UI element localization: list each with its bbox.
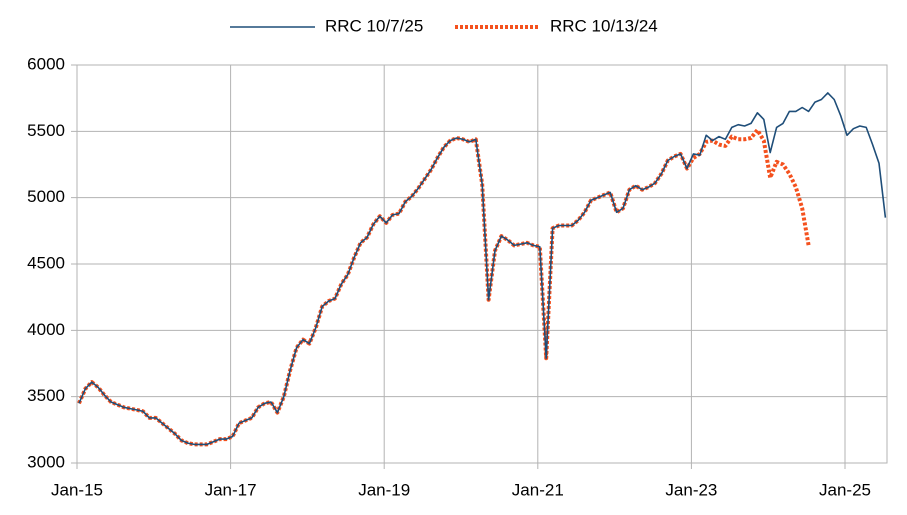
x-tick-label: Jan-25 [819, 480, 871, 499]
legend-label: RRC 10/13/24 [550, 16, 658, 35]
y-tick-label: 3000 [27, 452, 65, 471]
y-tick-label: 5500 [27, 121, 65, 140]
x-tick-label: Jan-17 [205, 480, 257, 499]
series-line [77, 128, 811, 447]
x-tick-label: Jan-15 [51, 480, 103, 499]
y-tick-label: 4000 [27, 320, 65, 339]
x-tick-label: Jan-23 [665, 480, 717, 499]
y-tick-label: 4500 [27, 253, 65, 272]
legend-label: RRC 10/7/25 [325, 16, 423, 35]
y-tick-label: 3500 [27, 386, 65, 405]
series-line [78, 92, 887, 446]
x-tick-label: Jan-19 [358, 480, 410, 499]
x-tick-label: Jan-21 [512, 480, 564, 499]
y-tick-label: 6000 [27, 54, 65, 73]
y-tick-label: 5000 [27, 187, 65, 206]
